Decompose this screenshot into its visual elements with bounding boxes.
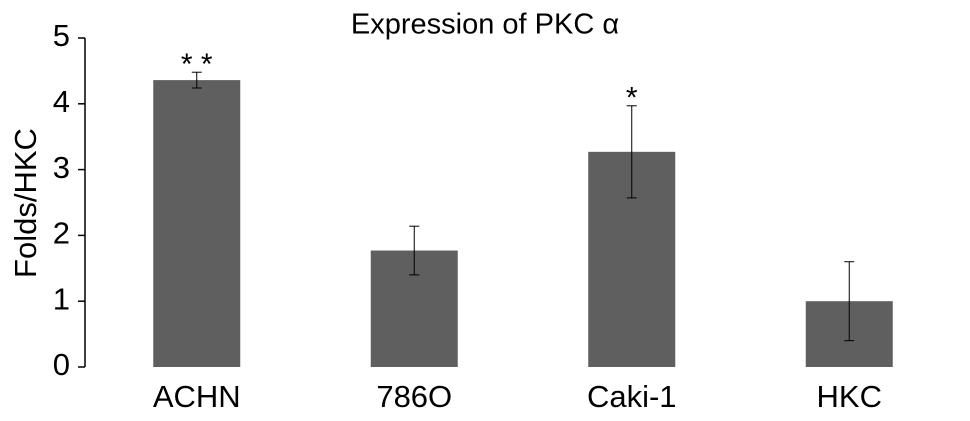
chart-title: Expression of PKC α xyxy=(351,9,619,41)
y-tick-label: 5 xyxy=(53,18,70,53)
annotation: * * xyxy=(181,48,213,81)
y-tick-label: 4 xyxy=(53,84,70,119)
bar xyxy=(153,80,241,367)
y-tick-label: 0 xyxy=(53,347,70,382)
x-tick-label: Caki-1 xyxy=(587,379,677,414)
y-tick-label: 2 xyxy=(53,216,70,251)
x-tick-label: ACHN xyxy=(153,379,241,414)
y-axis-label: Folds/HKC xyxy=(8,128,43,278)
x-tick-label: 786O xyxy=(376,379,452,414)
y-tick-label: 3 xyxy=(53,150,70,185)
y-tick-label: 1 xyxy=(53,281,70,316)
annotation: * xyxy=(626,82,638,115)
x-tick-label: HKC xyxy=(817,379,882,414)
